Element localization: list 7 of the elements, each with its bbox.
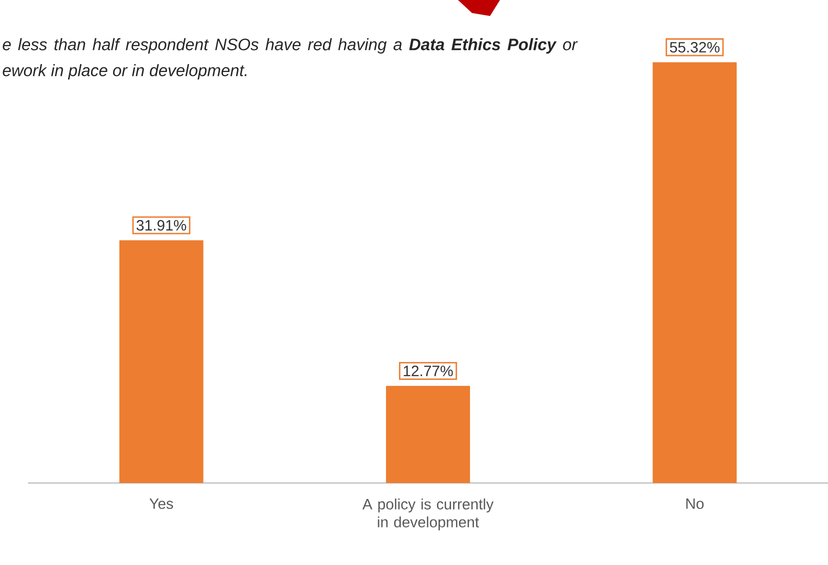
- x-tick-label: No: [686, 498, 704, 509]
- x-tick-label: A policy is currently in development: [362, 498, 494, 530]
- text: e less than half respondent NSOs have red having a Data Ethics Policy or ework in place or in development.: [2, 38, 578, 80]
- x-tick-label: Yes: [149, 498, 173, 509]
- data-label: 31.91%: [136, 220, 186, 231]
- data-label: 55.32%: [670, 42, 720, 53]
- data-label: 12.77%: [404, 366, 453, 376]
